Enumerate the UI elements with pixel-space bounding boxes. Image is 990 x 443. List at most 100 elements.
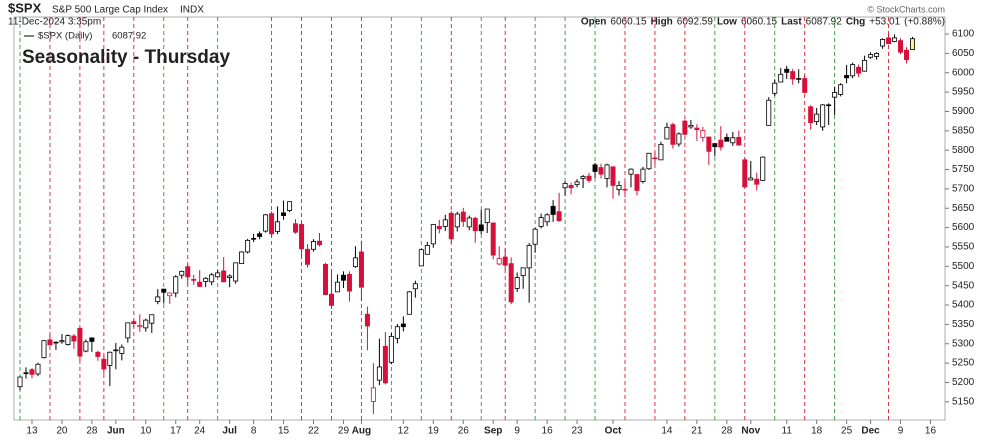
candle-body	[125, 322, 131, 339]
candle-body	[598, 167, 604, 175]
x-tick-label: 8	[251, 426, 257, 437]
plot-frame	[13, 16, 946, 421]
symbol: $SPX	[8, 0, 42, 15]
candle-body	[412, 283, 418, 290]
candle-body	[119, 346, 125, 354]
candle-body	[772, 82, 778, 94]
y-tick-label: 5250	[952, 358, 975, 369]
candle-body	[185, 266, 191, 278]
candle-body	[646, 152, 652, 170]
candle-body	[670, 124, 676, 145]
y-tick-label: 5450	[952, 280, 975, 291]
candle-body	[880, 39, 886, 47]
candle-body	[862, 59, 868, 72]
candle-body	[658, 143, 664, 161]
stat-value: +53.01	[869, 17, 900, 28]
candle-body	[604, 164, 610, 179]
y-tick-label: 5800	[952, 145, 975, 156]
candle-body	[898, 40, 904, 53]
candle-body	[814, 113, 820, 122]
x-tick-label: 24	[194, 426, 206, 437]
candle-body	[610, 166, 616, 186]
candle-body	[778, 73, 784, 83]
x-tick-label: 28	[721, 426, 733, 437]
candle-body	[340, 274, 346, 281]
index-name: S&P 500 Large Cap Index	[52, 5, 168, 16]
candle-body	[436, 226, 442, 230]
x-tick-label: 12	[398, 426, 410, 437]
candle-body	[676, 133, 682, 145]
stat-value: 6060.15	[741, 17, 778, 28]
candle-body	[275, 221, 281, 232]
candle-body	[394, 326, 400, 339]
y-tick-label: 5200	[952, 377, 975, 388]
x-tick-label: 11	[782, 426, 793, 437]
y-tick-label: 6050	[952, 48, 975, 59]
candle-body	[682, 120, 688, 135]
candle-body	[844, 75, 850, 79]
candle-body	[556, 211, 562, 222]
candle-body	[191, 279, 197, 281]
candle-body	[287, 201, 293, 211]
candle-body	[754, 178, 760, 185]
x-tick-label: 21	[691, 426, 703, 437]
candle-body	[83, 341, 89, 352]
stat-value: (+0.88%)	[904, 17, 945, 28]
candle-body	[257, 233, 263, 237]
candle-body	[484, 208, 490, 223]
y-tick-label: 5600	[952, 222, 975, 233]
candle-body	[149, 314, 155, 324]
candle-body	[730, 137, 736, 144]
candle-body	[370, 387, 376, 402]
stat-label: High	[651, 17, 673, 28]
chart-title: Seasonality - Thursday	[22, 47, 230, 68]
candle-body	[263, 214, 269, 232]
candle-body	[574, 181, 580, 186]
candle-body	[688, 124, 694, 128]
candle-body	[892, 37, 898, 42]
candle-body	[227, 275, 233, 278]
candle-body	[580, 176, 586, 179]
legend-label: $SPX (Daily)	[38, 31, 92, 42]
candle-body	[334, 281, 340, 293]
candle-body	[826, 104, 832, 107]
candle-body	[562, 183, 568, 189]
candle-body	[520, 267, 526, 277]
candle-body	[904, 49, 910, 60]
candle-body	[454, 213, 460, 228]
candle-body	[233, 262, 239, 282]
candle-body	[490, 222, 496, 256]
candle-body	[592, 164, 598, 172]
candle-body	[269, 213, 275, 235]
x-tick-label: Oct	[605, 426, 622, 437]
y-tick-label: 5900	[952, 106, 975, 117]
x-tick-label: 9	[514, 426, 520, 437]
candle-body	[790, 71, 796, 80]
x-tick-label: Aug	[352, 426, 371, 437]
candle-body	[502, 256, 508, 266]
y-tick-label: 5650	[952, 203, 975, 214]
candle-body	[328, 293, 334, 306]
candle-body	[71, 335, 77, 342]
y-tick-label: 5750	[952, 164, 975, 175]
candle-body	[173, 276, 179, 294]
candle-body	[400, 323, 406, 328]
candle-body	[35, 363, 41, 375]
candle-body	[137, 325, 143, 328]
y-tick-label: 5350	[952, 319, 975, 330]
candle-body	[131, 321, 137, 325]
candle-body	[448, 212, 454, 240]
candle-body	[616, 185, 622, 191]
candle-body	[47, 339, 53, 346]
stat-label: Chg	[846, 17, 865, 28]
candle-body	[628, 168, 634, 175]
candle-body	[77, 327, 83, 357]
candle-body	[251, 238, 257, 240]
candle-body	[65, 335, 71, 345]
candle-body	[442, 219, 448, 227]
x-tick-label: 15	[278, 426, 290, 437]
candle-body	[29, 369, 35, 375]
stat-label: Last	[781, 17, 802, 28]
